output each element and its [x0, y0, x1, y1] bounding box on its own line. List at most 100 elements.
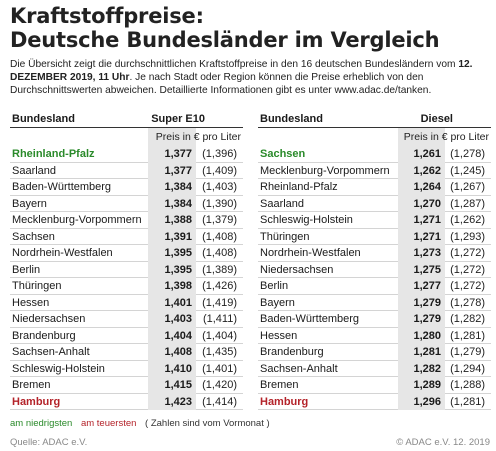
state-name: Hamburg: [260, 395, 309, 408]
footer-source: Quelle: ADAC e.V.: [10, 437, 88, 448]
state-name: Brandenburg: [260, 346, 324, 358]
current-price: 1,280: [413, 329, 441, 342]
table-row: Rheinland-Pfalz 1,377 (1,396): [10, 146, 243, 163]
page-title: Kraftstoffpreise: Deutsche Bundesländer …: [10, 4, 490, 52]
current-price: 1,270: [413, 197, 441, 210]
state-name: Rheinland-Pfalz: [12, 148, 95, 160]
table-row: Nordrhein-Westfalen 1,395 (1,408): [10, 245, 243, 262]
current-price: 1,395: [164, 263, 192, 276]
price-cell-shade: [148, 245, 196, 262]
previous-price: (1,282): [450, 313, 485, 325]
table-row: Brandenburg 1,281 (1,279): [258, 344, 491, 361]
super-col-fuel: Super E10: [151, 113, 205, 125]
table-row: Hessen 1,280 (1,281): [258, 327, 491, 344]
intro-text: Die Übersicht zeigt die durchschnittlich…: [10, 58, 492, 97]
state-name: Sachsen: [260, 148, 306, 160]
previous-price: (1,279): [450, 346, 485, 358]
current-price: 1,281: [413, 346, 441, 358]
price-cell-shade: [148, 311, 196, 328]
table-row: Thüringen 1,271 (1,293): [258, 228, 491, 245]
state-name: Berlin: [260, 280, 289, 292]
price-cell-shade: [148, 162, 196, 179]
current-price: 1,261: [413, 148, 441, 160]
super-e10-table: Bundesland Super E10 Preis in € pro Lite…: [10, 112, 243, 410]
diesel-unit-row: Preis in € pro Liter: [258, 128, 491, 146]
previous-price: (1,408): [202, 247, 237, 259]
state-name: Baden-Württemberg: [260, 313, 360, 325]
table-row: Bremen 1,289 (1,288): [258, 377, 491, 394]
current-price: 1,423: [164, 395, 192, 408]
state-name: Sachsen: [12, 230, 55, 243]
diesel-col-state: Bundesland: [260, 113, 323, 125]
state-name: Bremen: [12, 379, 51, 391]
price-cell-shade: [148, 278, 196, 295]
price-cell-shade: [398, 311, 445, 328]
previous-price: (1,426): [202, 280, 237, 292]
current-price: 1,408: [164, 346, 192, 358]
price-cell-shade: [148, 179, 196, 196]
previous-price: (1,278): [450, 296, 485, 309]
table-row: Bayern 1,384 (1,390): [10, 195, 243, 212]
current-price: 1,273: [413, 247, 441, 259]
table-row: Baden-Württemberg 1,279 (1,282): [258, 311, 491, 328]
previous-price: (1,245): [450, 164, 485, 177]
previous-price: (1,414): [202, 395, 237, 408]
price-cell-shade: [398, 294, 445, 311]
previous-price: (1,404): [202, 329, 237, 342]
table-row: Sachsen 1,261 (1,278): [258, 146, 491, 163]
current-price: 1,279: [413, 313, 441, 325]
previous-price: (1,401): [202, 362, 237, 375]
legend-highest: am teuersten: [80, 418, 137, 429]
price-cell-shade: [148, 146, 196, 163]
state-name: Sachsen-Anhalt: [12, 346, 90, 358]
current-price: 1,262: [413, 164, 441, 177]
state-name: Thüringen: [12, 280, 62, 292]
super-unit-label: Preis in € pro Liter: [155, 131, 241, 143]
previous-price: (1,278): [450, 148, 485, 160]
table-row: Bayern 1,279 (1,278): [258, 294, 491, 311]
price-cell-shade: [398, 228, 445, 245]
price-cell-shade: [148, 360, 196, 377]
diesel-unit-label: Preis in € pro Liter: [403, 131, 489, 143]
table-row: Schleswig-Holstein 1,410 (1,401): [10, 360, 243, 377]
previous-price: (1,409): [202, 164, 237, 177]
price-cell-shade: [398, 344, 445, 361]
previous-price: (1,379): [202, 214, 237, 226]
legend-note: ( Zahlen sind vom Vormonat ): [145, 418, 270, 429]
current-price: 1,401: [164, 296, 192, 309]
previous-price: (1,411): [202, 313, 237, 325]
table-row: Hessen 1,401 (1,419): [10, 294, 243, 311]
current-price: 1,384: [164, 181, 192, 193]
state-name: Mecklenburg-Vorpommern: [260, 164, 390, 177]
previous-price: (1,281): [450, 395, 485, 408]
price-cell-shade: [148, 393, 196, 410]
legend: am niedrigsten am teuersten ( Zahlen sin…: [10, 418, 270, 429]
state-name: Bayern: [260, 296, 295, 309]
price-cell-shade: [398, 162, 445, 179]
state-name: Saarland: [12, 164, 57, 177]
table-row: Mecklenburg-Vorpommern 1,262 (1,245): [258, 162, 491, 179]
price-cell-shade: [398, 195, 445, 212]
intro-part-1: Die Übersicht zeigt die durchschnittlich…: [10, 59, 459, 70]
table-row: Sachsen 1,391 (1,408): [10, 228, 243, 245]
intro-part-2: . Je nach Stadt oder Region können die P…: [10, 72, 432, 96]
current-price: 1,388: [164, 214, 192, 226]
previous-price: (1,272): [450, 280, 485, 292]
super-unit-row: Preis in € pro Liter: [10, 128, 243, 146]
price-cell-shade: [148, 212, 196, 229]
price-cell-shade: [398, 245, 445, 262]
previous-price: (1,281): [450, 329, 485, 342]
previous-price: (1,419): [202, 296, 237, 309]
price-cell-shade: [148, 377, 196, 394]
intro-date: 12. DEZEMBER 2019, 11 Uhr: [10, 59, 473, 83]
price-cell-shade: [148, 261, 196, 278]
diesel-rows: Sachsen 1,261 (1,278) Mecklenburg-Vorpommer…: [258, 146, 491, 410]
price-cell-shade: [148, 228, 196, 245]
table-row: Nordrhein-Westfalen 1,273 (1,272): [258, 245, 491, 262]
state-name: Thüringen: [260, 230, 310, 243]
super-table-header: Bundesland Super E10: [10, 112, 243, 128]
table-row: Saarland 1,270 (1,287): [258, 195, 491, 212]
state-name: Berlin: [12, 263, 41, 276]
previous-price: (1,294): [450, 362, 485, 375]
state-name: Saarland: [260, 197, 305, 210]
